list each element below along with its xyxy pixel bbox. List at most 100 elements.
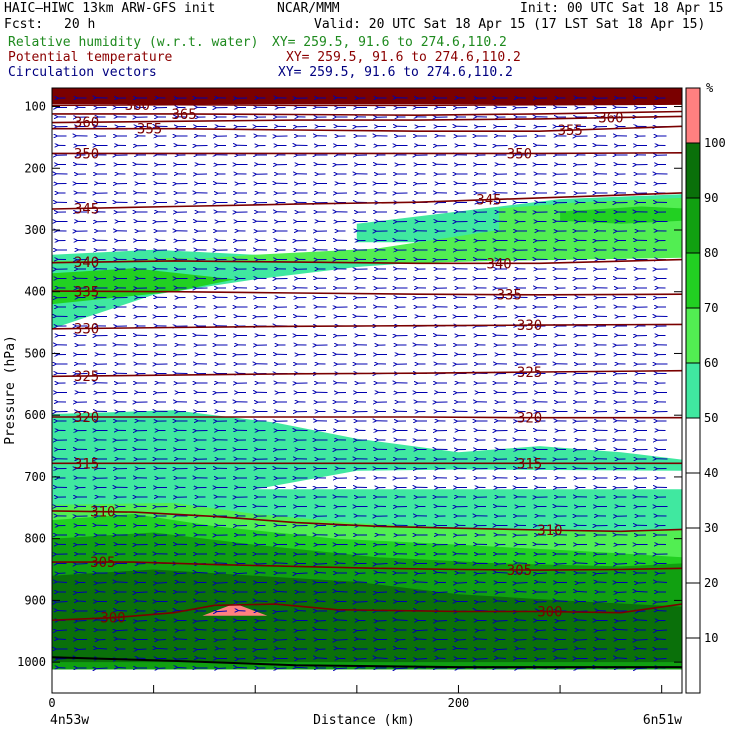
- circulation-vector: [378, 572, 387, 573]
- circulation-vector: [237, 639, 248, 640]
- colorbar-label-40: 40: [704, 466, 718, 480]
- circulation-vector: [577, 563, 588, 564]
- circulation-vector: [197, 621, 208, 622]
- theta-label-345-0: 345: [74, 201, 99, 217]
- circulation-vector: [278, 620, 287, 621]
- theta-label-320-1: 320: [517, 411, 542, 427]
- field-vectors-name: Circulation vectors: [8, 65, 157, 80]
- y-tick-label-200: 200: [24, 161, 46, 175]
- y-tick-label-500: 500: [24, 346, 46, 360]
- circulation-vector: [258, 658, 267, 659]
- circulation-vector: [418, 639, 427, 640]
- colorbar-label-100: 100: [704, 136, 726, 150]
- circulation-vector: [597, 602, 608, 603]
- circulation-vector: [197, 601, 208, 602]
- circulation-vector: [397, 668, 408, 669]
- theta-label-365-0: 365: [171, 107, 196, 123]
- forecast-label: Fcst:: [4, 17, 44, 32]
- circulation-vector: [378, 621, 387, 622]
- circulation-vector: [257, 601, 268, 602]
- circulation-vector: [337, 591, 348, 592]
- y-tick-label-1000: 1000: [17, 655, 46, 669]
- circulation-vector: [117, 582, 128, 583]
- circulation-vector: [458, 563, 467, 564]
- circulation-vector: [197, 572, 208, 573]
- circulation-vector: [597, 573, 608, 574]
- circulation-vector: [637, 668, 648, 669]
- theta-label-355-1: 355: [558, 123, 583, 139]
- circulation-vector: [357, 630, 368, 631]
- x-tick-label-200: 200: [448, 696, 470, 710]
- theta-label-355-0: 355: [137, 122, 162, 138]
- circulation-vector: [97, 668, 108, 669]
- circulation-vector: [138, 649, 147, 650]
- theta-label-305-0: 305: [90, 555, 115, 571]
- y-tick-label-100: 100: [24, 100, 46, 114]
- circulation-vector: [218, 640, 227, 641]
- circulation-vector: [637, 591, 648, 592]
- theta-label-340-1: 340: [486, 256, 511, 272]
- colorbar-bin-70: [686, 253, 700, 308]
- circulation-vector: [337, 620, 348, 621]
- circulation-vector: [657, 582, 668, 583]
- circulation-vector: [117, 630, 128, 631]
- y-tick-label-700: 700: [24, 470, 46, 484]
- circulation-vector: [217, 583, 228, 584]
- circulation-vector: [498, 629, 507, 630]
- colorbar-label-70: 70: [704, 301, 718, 315]
- theta-label-320-0: 320: [74, 410, 99, 426]
- theta-label-360-0: 360: [74, 115, 99, 131]
- circulation-vector: [577, 591, 588, 592]
- circulation-vector: [617, 658, 628, 659]
- theta-contour-360: [52, 115, 682, 124]
- y-tick-label-900: 900: [24, 593, 46, 607]
- circulation-vector: [438, 601, 447, 602]
- circulation-vector: [557, 629, 568, 630]
- theta-label-315-0: 315: [74, 456, 99, 472]
- circulation-vector: [298, 630, 307, 631]
- circulation-vector: [237, 573, 248, 574]
- theta-label-325-1: 325: [517, 365, 542, 381]
- circulation-vector: [277, 640, 288, 641]
- circulation-vector: [277, 591, 288, 592]
- x-axis-label: Distance (km): [313, 713, 415, 728]
- circulation-vector: [417, 659, 428, 660]
- colorbar-label-30: 30: [704, 521, 718, 535]
- circulation-vector: [297, 573, 308, 574]
- colorbar-bin-100: [686, 88, 700, 143]
- circulation-vector: [58, 659, 67, 660]
- circulation-vector: [177, 659, 188, 660]
- circulation-vector: [377, 658, 388, 659]
- circulation-vector: [137, 572, 148, 573]
- circulation-vector: [658, 610, 667, 611]
- circulation-vector: [338, 648, 347, 649]
- theta-contour-380: [52, 103, 682, 107]
- circulation-vector: [358, 659, 367, 660]
- circulation-vector: [637, 620, 648, 621]
- x-tick-label-0: 0: [48, 696, 55, 710]
- x-end-location: 6n51w: [643, 713, 682, 728]
- terrain-line: [52, 656, 682, 669]
- circulation-vector: [57, 582, 68, 583]
- field-rh-name: Relative humidity (w.r.t. water): [8, 35, 259, 50]
- colorbar-bin-60: [686, 308, 700, 363]
- circulation-vector: [397, 620, 408, 621]
- circulation-vector: [257, 649, 268, 650]
- theta-contour-340: [52, 258, 682, 265]
- circulation-vector: [618, 592, 627, 593]
- circulation-vector: [317, 658, 328, 659]
- circulation-vector: [557, 601, 568, 602]
- model-title: HAIC–HIWC 13km ARW-GFS init: [4, 1, 216, 16]
- field-vectors-xy: XY= 259.5, 91.6 to 274.6,110.2: [278, 65, 513, 80]
- field-rh-xy: XY= 259.5, 91.6 to 274.6,110.2: [272, 35, 507, 50]
- field-theta-name: Potential temperature: [8, 50, 173, 65]
- plot-frame: [51, 87, 683, 694]
- circulation-vector: [657, 602, 668, 603]
- circulation-vector: [658, 659, 667, 660]
- circulation-vector: [377, 592, 388, 593]
- circulation-vector: [118, 639, 127, 640]
- colorbar-bin-80: [686, 198, 700, 253]
- circulation-vector: [78, 621, 87, 622]
- colorbar-label-60: 60: [704, 356, 718, 370]
- circulation-vector: [617, 564, 628, 565]
